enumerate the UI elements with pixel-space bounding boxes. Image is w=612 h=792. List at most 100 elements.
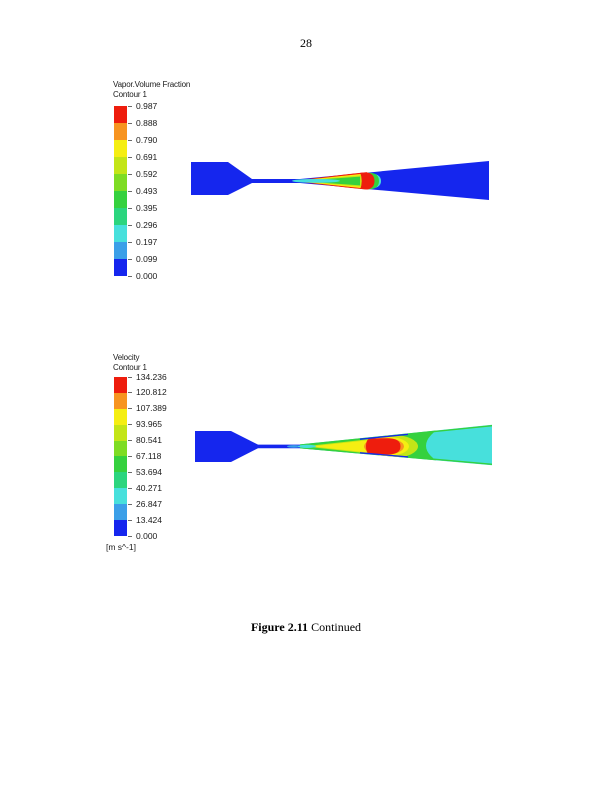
- velocity-top-wall-blue-streak: [360, 433, 408, 440]
- tick-mark: [128, 519, 132, 521]
- legend-value: 0.987: [136, 100, 158, 111]
- legend-tick-label: 0.395: [128, 202, 158, 213]
- vapor-contour-plot: [191, 161, 489, 200]
- velocity-contour-plot: [195, 424, 492, 466]
- legend-tick-label: 80.541: [128, 436, 162, 445]
- velocity-legend-title: Velocity: [113, 353, 140, 362]
- tick-mark: [128, 275, 132, 277]
- tick-mark: [128, 173, 132, 175]
- legend-value: 0.395: [136, 202, 158, 213]
- velocity-throat-lightblue-spot: [287, 445, 301, 448]
- legend-value: 0.099: [136, 253, 158, 264]
- legend-color-band: [114, 472, 127, 489]
- tick-mark: [128, 105, 132, 107]
- legend-color-band: [114, 456, 127, 473]
- legend-tick-label: 0.099: [128, 253, 158, 264]
- velocity-red-core: [366, 438, 401, 455]
- legend-tick-label: 107.389: [128, 404, 167, 413]
- tick-mark: [128, 258, 132, 260]
- legend-color-band: [114, 392, 127, 409]
- legend-color-band: [114, 157, 127, 174]
- velocity-bottom-wall-green-edge: [434, 458, 492, 465]
- legend-tick-label: 0.987: [128, 100, 158, 111]
- legend-value: 13.424: [136, 514, 162, 525]
- tick-mark: [128, 408, 132, 410]
- legend-value: 0.296: [136, 219, 158, 230]
- tick-mark: [128, 190, 132, 192]
- vapor-plume-cyan-core: [292, 179, 340, 183]
- tick-mark: [128, 535, 132, 537]
- legend-tick-label: 0.296: [128, 219, 158, 230]
- legend-color-band: [114, 140, 127, 157]
- velocity-colorbar: [114, 377, 127, 536]
- velocity-throat-cyan-spot: [298, 444, 316, 448]
- legend-color-band: [114, 377, 127, 393]
- legend-tick-label: 26.847: [128, 498, 162, 509]
- legend-value: 53.694: [136, 466, 162, 477]
- tick-mark: [128, 487, 132, 489]
- legend-color-band: [114, 408, 127, 425]
- velocity-top-wall-green-edge: [434, 425, 492, 433]
- legend-color-band: [114, 440, 127, 457]
- tick-mark: [128, 376, 132, 378]
- legend-tick-label: 120.812: [128, 388, 167, 397]
- legend-color-band: [114, 191, 127, 208]
- velocity-legend-labels: 134.236 120.812 107.389 93.965 80.541 67.118 5…: [128, 372, 188, 540]
- legend-tick-label: 0.000: [128, 531, 157, 541]
- legend-tick-label: 0.197: [128, 236, 158, 247]
- vapor-legend-labels: 0.987 0.888 0.790 0.691 0.592 0.493 0.395 0.296…: [128, 101, 188, 280]
- tick-mark: [128, 122, 132, 124]
- vapor-legend-title: Vapor.Volume Fraction: [113, 80, 191, 89]
- tick-mark: [128, 224, 132, 226]
- legend-value: 0.493: [136, 185, 158, 196]
- tick-mark: [128, 156, 132, 158]
- legend-tick-label: 0.691: [128, 151, 158, 162]
- legend-value: 0.197: [136, 236, 158, 247]
- legend-value: 93.965: [136, 419, 162, 430]
- legend-tick-label: 67.118: [128, 452, 161, 461]
- tick-mark: [128, 456, 132, 457]
- legend-value: 0.790: [136, 134, 158, 145]
- tick-mark: [128, 471, 132, 473]
- legend-value: 107.389: [136, 403, 167, 414]
- legend-tick-label: 13.424: [128, 514, 162, 525]
- legend-color-band: [114, 424, 127, 441]
- legend-color-band: [114, 259, 127, 276]
- legend-value: 134.236: [136, 371, 167, 382]
- legend-color-band: [114, 174, 127, 191]
- legend-tick-label: 40.271: [128, 483, 162, 493]
- legend-color-band: [114, 504, 127, 521]
- vapor-front-red-cap: [360, 172, 375, 190]
- legend-value: 0.592: [136, 168, 158, 179]
- tick-mark: [128, 241, 132, 243]
- legend-value: 120.812: [136, 387, 167, 398]
- velocity-unit-label: [m s^-1]: [106, 542, 136, 552]
- legend-color-band: [114, 123, 127, 140]
- legend-value: 0.000: [136, 270, 158, 281]
- legend-color-band: [114, 520, 127, 536]
- legend-tick-label: 0.493: [128, 185, 158, 196]
- legend-color-band: [114, 488, 127, 505]
- legend-tick-label: 0.888: [128, 117, 158, 128]
- legend-tick-label: 134.236: [128, 371, 167, 382]
- legend-tick-label: 93.965: [128, 420, 162, 429]
- legend-value: 0.888: [136, 117, 158, 128]
- legend-tick-label: 53.694: [128, 466, 162, 477]
- velocity-legend-subtitle: Contour 1: [113, 363, 147, 372]
- tick-mark: [128, 424, 132, 426]
- legend-value: 67.118: [136, 451, 162, 461]
- legend-value: 26.847: [136, 498, 162, 509]
- figure-caption: Figure 2.11 Continued: [0, 620, 612, 635]
- legend-value: 0.691: [136, 151, 158, 162]
- page-number: 28: [300, 36, 312, 50]
- tick-mark: [128, 440, 132, 442]
- legend-color-band: [114, 106, 127, 123]
- legend-tick-label: 0.790: [128, 134, 158, 145]
- vapor-legend-subtitle: Contour 1: [113, 90, 147, 99]
- legend-tick-label: 0.000: [128, 270, 158, 281]
- tick-mark: [128, 139, 132, 141]
- legend-tick-label: 0.592: [128, 168, 158, 179]
- legend-color-band: [114, 225, 127, 242]
- legend-color-band: [114, 242, 127, 259]
